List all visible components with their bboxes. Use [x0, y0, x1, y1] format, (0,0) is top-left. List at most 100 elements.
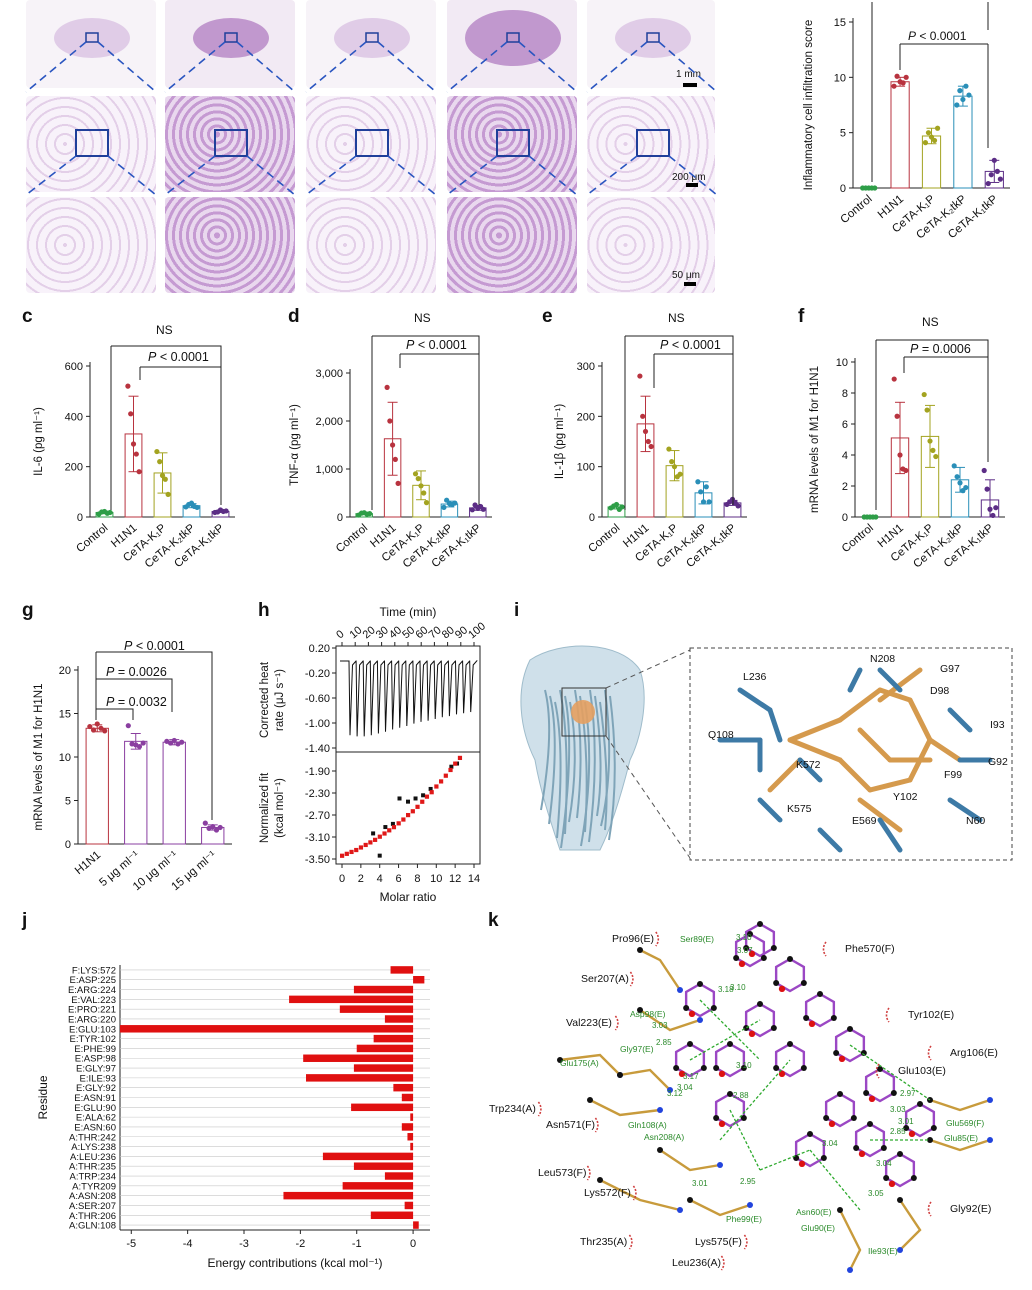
- residue-sidechain: [689, 1198, 751, 1217]
- itc-raw-point: [406, 799, 410, 804]
- data-point: [133, 451, 139, 457]
- data-point: [452, 500, 458, 506]
- itc-fit-point: [373, 837, 378, 842]
- hbond-residue-label: Glu175(A): [560, 1058, 599, 1068]
- x-tick-label: -2: [295, 1238, 305, 1250]
- bar: [401, 1093, 414, 1102]
- residue-sidechain: [929, 1098, 991, 1112]
- data-point: [125, 723, 131, 729]
- y-tick-label: 4: [842, 450, 848, 462]
- y-tick-label: 10: [59, 752, 71, 764]
- bar: [356, 1044, 414, 1053]
- sig-bracket: [371, 335, 480, 510]
- atom: [927, 1137, 933, 1143]
- data-point: [990, 512, 996, 519]
- data-point: [441, 504, 447, 510]
- ligand-ring: [824, 1092, 856, 1128]
- zoom-box-structure: [561, 687, 607, 737]
- atom: [683, 1005, 690, 1011]
- atom: [800, 980, 807, 986]
- itc-fit-point: [387, 828, 392, 833]
- y-tick-label: 5: [840, 128, 846, 140]
- nitrogen-atom: [747, 1202, 753, 1208]
- hbond-distance: 2.85: [656, 1038, 672, 1047]
- data-point: [963, 484, 969, 491]
- p-value-label: P = 0.0032: [106, 695, 167, 709]
- scale-bar-50um: [684, 282, 696, 286]
- category-label: A:THR:235: [69, 1162, 116, 1173]
- atom: [897, 1197, 903, 1203]
- category-label: A:TRP:234: [70, 1172, 116, 1183]
- itc-fit-point: [340, 853, 345, 858]
- ligand-ring: [904, 1102, 936, 1138]
- itc-ylabel-top-2: rate (μJ s⁻¹): [274, 669, 286, 731]
- itc-fit-point: [396, 821, 401, 826]
- hydrophobic-residue-label: Thr235(A): [580, 1236, 627, 1248]
- category-label: Control: [586, 522, 622, 555]
- atom: [757, 921, 763, 927]
- oxygen-atom: [808, 1020, 816, 1028]
- itc-bottom-frame: [335, 751, 481, 865]
- itc-fit-point: [401, 817, 406, 822]
- data-point: [933, 453, 939, 460]
- itc-fit-point: [439, 779, 444, 784]
- y-axis-label: TNF-α (pg ml⁻¹): [289, 404, 301, 486]
- itc-fit-point: [363, 842, 368, 848]
- ligand-ring: [884, 1152, 916, 1188]
- oxygen-atom: [718, 1070, 726, 1078]
- scale-bar-1mm: [683, 83, 697, 87]
- ligand-ring: [864, 1067, 896, 1103]
- zoom-line: [446, 155, 498, 196]
- atom: [687, 1197, 693, 1203]
- sig-bracket: [96, 651, 213, 820]
- residue-label: F99: [944, 769, 962, 781]
- data-point: [706, 499, 712, 505]
- bar: [353, 1162, 414, 1170]
- hydrophobic-arc: [927, 1201, 932, 1217]
- bar: [351, 1103, 414, 1112]
- hbond-distance: 3.04: [677, 1083, 693, 1092]
- data-point: [677, 471, 683, 477]
- ligand-ring: [774, 1042, 806, 1078]
- oxygen-atom: [748, 950, 756, 958]
- data-point: [873, 514, 879, 520]
- atom: [847, 1026, 853, 1032]
- data-point: [648, 443, 654, 450]
- hbond-residue-label: Glu569(F): [946, 1118, 984, 1128]
- y-tick-label: 5: [65, 796, 71, 808]
- category-label: E:GLU:90: [74, 1103, 116, 1114]
- data-point: [991, 157, 997, 163]
- zoom-box-small: [85, 32, 99, 43]
- hydrogen-bond: [729, 1109, 761, 1171]
- data-point: [903, 74, 909, 80]
- itc-fit-point: [406, 812, 411, 818]
- hbond-distance: 3.04: [876, 1159, 892, 1168]
- sig-bracket: [653, 353, 733, 388]
- data-point: [154, 448, 160, 455]
- data-point: [165, 491, 171, 497]
- data-point: [669, 459, 675, 465]
- bar: [322, 1152, 414, 1161]
- protein-helix: [560, 695, 571, 849]
- data-point: [162, 476, 168, 482]
- atom: [770, 1025, 777, 1031]
- histology-tile: [165, 96, 295, 192]
- itc-raw-point: [383, 825, 388, 830]
- hydrophobic-residue-label: Phe570(F): [845, 943, 895, 955]
- data-point: [954, 474, 960, 480]
- p-value-label: P < 0.0001: [406, 338, 467, 352]
- category-label: E:GLY:97: [76, 1064, 116, 1075]
- residue-bond: [767, 707, 783, 743]
- itc-fit-point: [368, 840, 373, 845]
- zoom-line: [586, 155, 638, 196]
- itc-fit-point: [448, 767, 453, 773]
- data-point: [897, 452, 903, 458]
- itc-fit-point: [358, 845, 364, 850]
- residue-bond: [947, 707, 973, 733]
- atom: [850, 1115, 857, 1121]
- nitrogen-atom: [697, 1017, 703, 1023]
- atom: [687, 1041, 693, 1047]
- itc-fit-point: [344, 851, 349, 856]
- category-label: E:ARG:224: [68, 985, 116, 996]
- itc-raw-point: [428, 786, 433, 791]
